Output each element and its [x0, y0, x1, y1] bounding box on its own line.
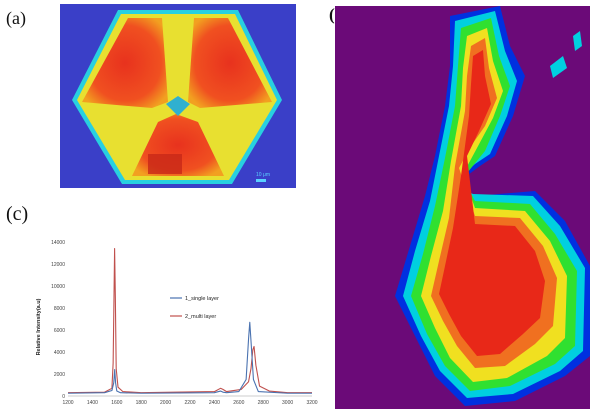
y-tick-label: 2000 [54, 372, 65, 378]
x-tick-label: 2200 [184, 400, 195, 406]
x-tick-label: 2800 [258, 400, 269, 406]
y-tick-label: 8000 [54, 306, 65, 312]
raman-map-triangle: 10 μm [60, 4, 296, 188]
legend-label-1: 1_single layer [185, 296, 219, 302]
x-tick-label: 2400 [209, 400, 220, 406]
x-tick-label: 1400 [87, 400, 98, 406]
scale-bar [256, 179, 266, 182]
x-tick-label: 3200 [306, 400, 317, 406]
x-tick-label: 1200 [62, 400, 73, 406]
scale-bar-label: 10 μm [256, 172, 270, 178]
series-line-1 [67, 321, 312, 394]
raman-spectrum-chart: 0 2000 4000 6000 8000 10000 12000 14000 1200 1400… [36, 240, 318, 406]
y-tick-label: 4000 [54, 350, 65, 356]
series-line-2 [67, 248, 312, 394]
y-axis-label: Relative Intensity(a.u) [36, 298, 42, 355]
legend-label-2: 2_multi layer [185, 314, 216, 320]
x-tick-label: 2000 [160, 400, 171, 406]
y-tick-label: 6000 [54, 328, 65, 334]
x-tick-label: 3000 [282, 400, 293, 406]
y-tick-label: 12000 [51, 262, 65, 268]
y-tick-label: 14000 [51, 240, 65, 246]
chart-series [67, 248, 312, 394]
chart-axes: 0 2000 4000 6000 8000 10000 12000 14000 1200 1400… [51, 240, 318, 406]
x-tick-label: 1600 [111, 400, 122, 406]
raman-map-flake [335, 6, 590, 409]
panel-label-c: (c) [6, 203, 29, 225]
chart-legend: 1_single layer 2_multi layer [170, 296, 219, 320]
y-tick-label: 0 [62, 394, 65, 400]
x-tick-label: 2600 [233, 400, 244, 406]
x-tick-label: 1800 [136, 400, 147, 406]
y-tick-label: 10000 [51, 284, 65, 290]
panel-label-a: (a) [6, 8, 26, 28]
